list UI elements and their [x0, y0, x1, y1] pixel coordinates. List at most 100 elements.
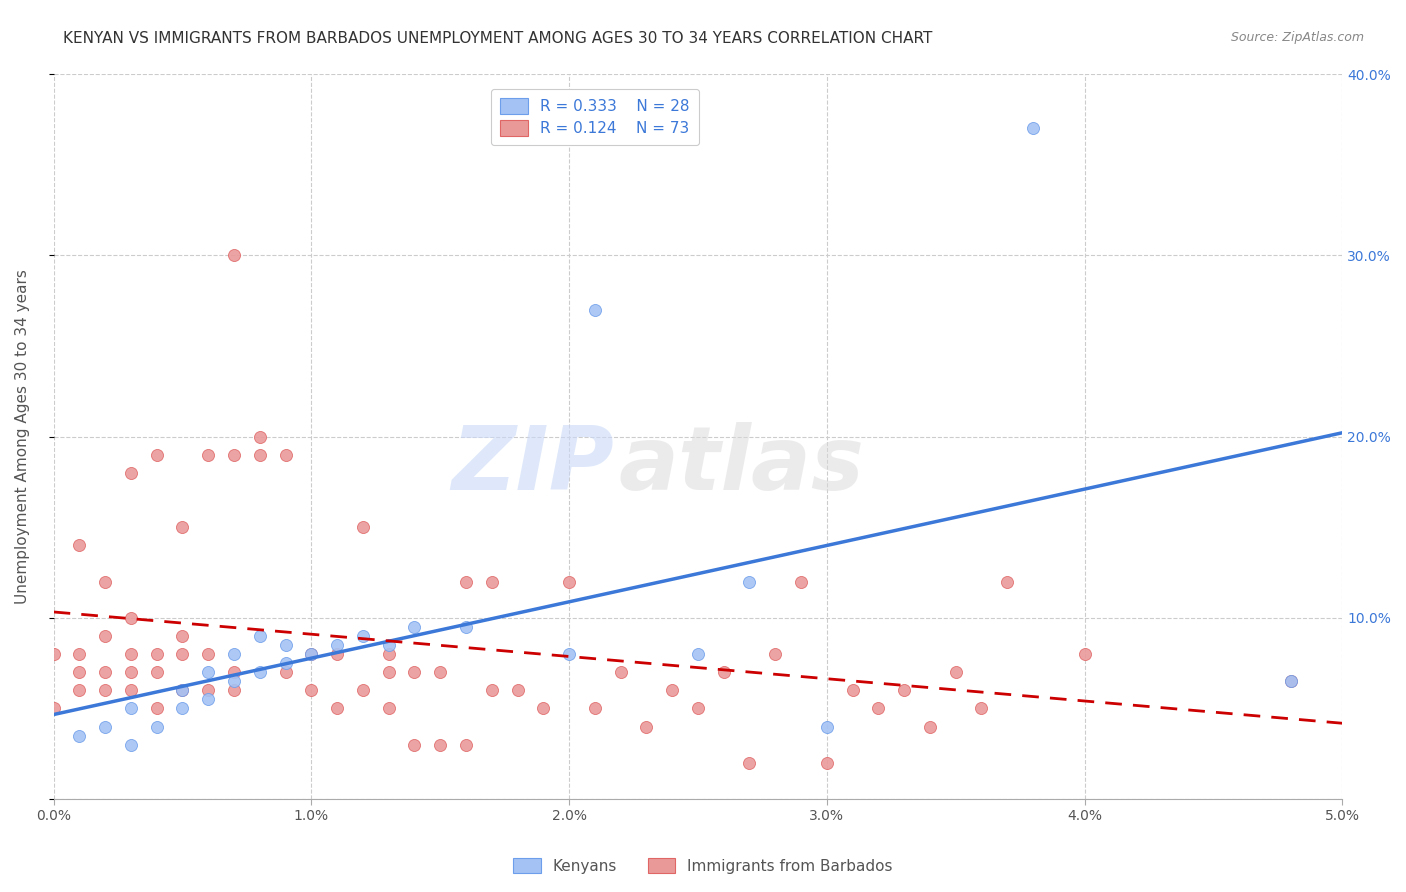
Point: [558, 574, 581, 589]
Point: [661, 683, 683, 698]
Point: [841, 683, 863, 698]
Text: ZIP: ZIP: [451, 422, 614, 509]
Point: [249, 429, 271, 443]
Point: [404, 620, 426, 634]
Point: [713, 665, 735, 680]
Point: [94, 665, 117, 680]
Point: [506, 683, 529, 698]
Point: [481, 683, 503, 698]
Point: [429, 738, 451, 752]
Point: [172, 520, 194, 534]
Point: [120, 683, 142, 698]
Point: [377, 665, 399, 680]
Point: [120, 701, 142, 715]
Point: [274, 448, 297, 462]
Point: [1279, 674, 1302, 689]
Point: [94, 683, 117, 698]
Point: [815, 720, 838, 734]
Point: [893, 683, 915, 698]
Point: [145, 647, 167, 661]
Point: [42, 701, 65, 715]
Point: [249, 448, 271, 462]
Point: [120, 738, 142, 752]
Point: [404, 665, 426, 680]
Point: [326, 647, 349, 661]
Point: [738, 574, 761, 589]
Point: [197, 665, 219, 680]
Point: [1279, 674, 1302, 689]
Point: [377, 638, 399, 652]
Point: [377, 701, 399, 715]
Point: [67, 538, 90, 552]
Text: KENYAN VS IMMIGRANTS FROM BARBADOS UNEMPLOYMENT AMONG AGES 30 TO 34 YEARS CORREL: KENYAN VS IMMIGRANTS FROM BARBADOS UNEMP…: [63, 31, 932, 46]
Point: [918, 720, 941, 734]
Point: [222, 647, 245, 661]
Point: [404, 738, 426, 752]
Point: [249, 629, 271, 643]
Point: [145, 720, 167, 734]
Point: [609, 665, 631, 680]
Point: [352, 629, 374, 643]
Point: [454, 574, 477, 589]
Y-axis label: Unemployment Among Ages 30 to 34 years: Unemployment Among Ages 30 to 34 years: [15, 269, 30, 604]
Point: [583, 701, 606, 715]
Text: Source: ZipAtlas.com: Source: ZipAtlas.com: [1230, 31, 1364, 45]
Point: [558, 647, 581, 661]
Point: [222, 248, 245, 262]
Point: [145, 701, 167, 715]
Point: [94, 720, 117, 734]
Point: [172, 683, 194, 698]
Point: [120, 665, 142, 680]
Point: [222, 448, 245, 462]
Point: [636, 720, 658, 734]
Legend: R = 0.333    N = 28, R = 0.124    N = 73: R = 0.333 N = 28, R = 0.124 N = 73: [491, 89, 699, 145]
Point: [454, 738, 477, 752]
Point: [42, 647, 65, 661]
Point: [377, 647, 399, 661]
Point: [429, 665, 451, 680]
Point: [299, 647, 322, 661]
Point: [67, 647, 90, 661]
Point: [67, 683, 90, 698]
Point: [145, 448, 167, 462]
Point: [197, 692, 219, 706]
Point: [145, 665, 167, 680]
Point: [172, 647, 194, 661]
Point: [995, 574, 1018, 589]
Point: [299, 647, 322, 661]
Point: [326, 638, 349, 652]
Point: [222, 665, 245, 680]
Point: [94, 629, 117, 643]
Point: [222, 683, 245, 698]
Point: [868, 701, 890, 715]
Point: [222, 674, 245, 689]
Point: [197, 647, 219, 661]
Point: [172, 701, 194, 715]
Point: [172, 629, 194, 643]
Point: [249, 665, 271, 680]
Point: [945, 665, 967, 680]
Point: [1022, 121, 1045, 136]
Point: [120, 466, 142, 480]
Point: [274, 638, 297, 652]
Point: [481, 574, 503, 589]
Point: [454, 620, 477, 634]
Legend: Kenyans, Immigrants from Barbados: Kenyans, Immigrants from Barbados: [508, 852, 898, 880]
Point: [352, 520, 374, 534]
Point: [197, 683, 219, 698]
Point: [790, 574, 813, 589]
Point: [686, 701, 709, 715]
Point: [120, 611, 142, 625]
Point: [274, 656, 297, 670]
Point: [815, 756, 838, 770]
Point: [326, 701, 349, 715]
Point: [970, 701, 993, 715]
Point: [299, 683, 322, 698]
Text: atlas: atlas: [619, 422, 863, 509]
Point: [583, 302, 606, 317]
Point: [686, 647, 709, 661]
Point: [274, 665, 297, 680]
Point: [197, 448, 219, 462]
Point: [531, 701, 554, 715]
Point: [120, 647, 142, 661]
